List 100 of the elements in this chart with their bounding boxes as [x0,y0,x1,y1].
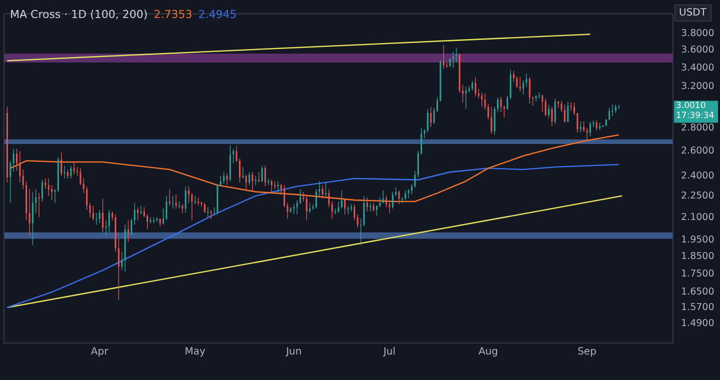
candlestick [22,169,24,190]
candlestick [16,148,18,172]
candlestick [340,190,342,209]
candlestick [223,172,225,184]
candlestick [398,190,400,205]
candlestick [424,128,426,139]
candlestick [28,188,30,236]
candlestick [214,206,216,215]
candlestick [420,128,422,156]
candlestick [497,97,499,112]
candlestick [245,174,247,190]
candlestick [130,218,132,236]
candlestick [306,196,308,221]
candlestick [70,165,72,179]
candlestick [184,186,186,214]
y-tick-label: 3.2000 [681,81,714,92]
candlestick [105,220,107,236]
candlestick [312,204,314,210]
candlestick [60,152,62,176]
candlestick [210,210,212,220]
candlestick [462,84,464,103]
y-tick-label: 2.8000 [681,122,714,134]
candlestick [236,146,238,162]
candlestick [191,192,193,221]
candlestick [252,172,254,192]
candlestick [404,190,406,200]
x-tick-label: Aug [478,346,498,358]
y-axis-title: USDT [679,8,708,19]
candlestick [10,160,12,204]
candlestick [127,220,129,242]
candlestick [519,76,521,92]
candlestick [474,76,476,97]
candlestick [238,158,240,183]
candlestick [347,205,349,215]
candlestick [344,198,346,215]
candlestick [586,128,588,140]
candlestick [472,80,474,91]
candlestick [376,205,378,216]
candlestick [589,121,591,136]
candlestick [417,150,419,178]
candlestick [268,178,270,186]
candlestick [331,201,333,220]
candlestick [248,172,250,186]
x-tick-label: Apr [90,346,110,358]
candlestick [494,106,496,136]
y-tick-label: 3.6000 [681,44,714,56]
candlestick [182,204,184,214]
candlestick [96,212,98,226]
candlestick [277,180,279,194]
y-tick-label: 3.4000 [681,62,714,74]
candlestick [350,204,352,212]
candlestick [548,104,550,119]
candlestick [204,202,206,214]
y-tick-label: 2.6000 [681,146,714,157]
candlestick [512,70,514,82]
candlestick [544,98,546,117]
candlestick [516,76,518,88]
candlestick [608,107,610,121]
candlestick [411,183,413,195]
candlestick [296,200,298,215]
candlestick [168,188,170,206]
candlestick [382,190,384,204]
candlestick [478,88,480,99]
candlestick [363,196,365,227]
y-tick-label: 1.8500 [681,251,714,262]
candlestick [430,106,432,128]
y-tick-label: 1.7500 [681,268,714,280]
candlestick [408,188,410,200]
candlestick [500,96,502,112]
candlestick [567,101,569,123]
candlestick [442,44,444,70]
candlestick [436,97,438,112]
candlestick [270,179,272,194]
candlestick [580,121,582,133]
text: 3.0010 [676,100,706,111]
text: 17:39:34 [676,110,714,121]
chart-title: MA Cross · 1D (100, 200) [10,8,148,21]
candlestick [322,184,324,200]
y-tick-label: 2.2500 [681,190,714,202]
candlestick [526,73,528,88]
y-tick-label: 1.9500 [681,234,714,246]
candlestick [188,186,190,204]
candlestick [172,196,174,209]
candlestick [465,86,467,110]
candlestick [118,238,120,300]
candlestick [426,108,428,133]
candlestick [360,218,362,246]
candlestick [573,102,575,116]
candlestick [134,202,136,226]
candlestick [35,188,37,214]
candlestick [570,102,572,112]
y-tick-label: 1.5700 [681,302,714,313]
candlestick [456,47,458,63]
candlestick [433,107,435,124]
candlestick [261,165,263,183]
candlestick [576,112,578,133]
candlestick [156,216,158,222]
candlestick [207,206,209,218]
candlestick [89,202,91,218]
candlestick [481,92,483,108]
